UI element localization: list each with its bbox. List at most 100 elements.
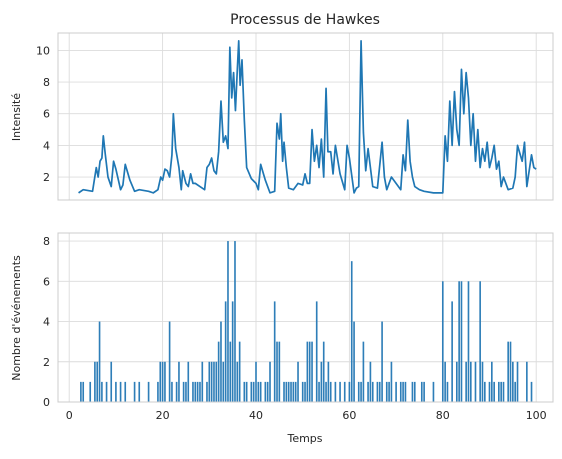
bar xyxy=(255,361,257,402)
bar xyxy=(105,381,108,402)
bar xyxy=(259,381,262,402)
bar xyxy=(530,381,533,402)
bar xyxy=(278,341,281,402)
bar xyxy=(516,361,519,402)
bar xyxy=(420,381,423,402)
bar xyxy=(467,281,470,402)
bar xyxy=(89,381,92,402)
bar xyxy=(201,361,204,402)
bar xyxy=(385,381,388,402)
bar xyxy=(292,381,295,402)
x-tick-label: 80 xyxy=(436,409,450,422)
bar xyxy=(294,381,297,402)
bar xyxy=(500,381,502,402)
bar xyxy=(481,361,484,402)
bar xyxy=(175,381,178,402)
bar xyxy=(444,361,446,402)
bar xyxy=(493,381,495,402)
bar xyxy=(390,361,393,402)
bar xyxy=(257,381,260,402)
bar xyxy=(308,341,311,402)
bar xyxy=(133,381,136,402)
bar xyxy=(367,381,369,402)
bar xyxy=(110,361,113,402)
x-tick-label: 40 xyxy=(249,409,263,422)
bar xyxy=(343,381,346,402)
bar xyxy=(315,301,318,402)
bar xyxy=(192,381,194,402)
bar xyxy=(264,381,267,402)
x-tick-label: 0 xyxy=(66,409,73,422)
bar xyxy=(187,361,190,402)
bar xyxy=(98,321,101,402)
bar xyxy=(304,381,306,402)
bar xyxy=(318,381,320,402)
bar xyxy=(526,361,528,402)
bar xyxy=(147,381,150,402)
bar xyxy=(297,361,299,402)
y-tick-label: 0 xyxy=(43,396,50,409)
bar xyxy=(182,381,185,402)
bar xyxy=(451,301,453,402)
bar xyxy=(161,361,164,402)
bar xyxy=(206,381,208,402)
y-tick-label: 8 xyxy=(43,235,50,248)
bar xyxy=(285,381,288,402)
bar xyxy=(404,381,407,402)
bar xyxy=(287,381,290,402)
bar xyxy=(360,381,362,402)
bar xyxy=(378,381,381,402)
bar xyxy=(217,341,220,402)
bar xyxy=(320,361,323,402)
bar xyxy=(491,361,493,402)
bar xyxy=(509,341,512,402)
bar xyxy=(164,361,166,402)
bar xyxy=(325,381,327,402)
bar xyxy=(168,321,171,402)
bar xyxy=(290,381,292,402)
bar xyxy=(306,341,309,402)
bar xyxy=(350,261,353,402)
bar xyxy=(381,321,383,402)
bar xyxy=(215,361,218,402)
bar xyxy=(199,381,201,402)
bar xyxy=(327,361,330,402)
bar xyxy=(96,361,99,402)
bar xyxy=(101,381,103,402)
bar xyxy=(250,381,253,402)
bar xyxy=(353,321,355,402)
bar xyxy=(334,381,337,402)
y-tick-label: 8 xyxy=(43,76,50,89)
bar xyxy=(488,381,491,402)
bar xyxy=(222,361,225,402)
bar xyxy=(348,381,351,402)
bar xyxy=(498,381,500,402)
bar xyxy=(388,381,390,402)
bar xyxy=(411,381,414,402)
bar xyxy=(460,281,463,402)
bar xyxy=(423,381,425,402)
bar xyxy=(236,361,239,402)
bar xyxy=(413,381,416,402)
y-tick-label: 6 xyxy=(43,275,50,288)
bar xyxy=(194,381,197,402)
bar xyxy=(213,361,215,402)
bar xyxy=(266,381,269,402)
bar xyxy=(514,381,516,402)
bar xyxy=(80,381,82,402)
bar xyxy=(82,381,85,402)
bar xyxy=(357,381,360,402)
y-tick-label: 4 xyxy=(43,316,50,329)
bar xyxy=(371,381,374,402)
bar xyxy=(507,341,509,402)
bar xyxy=(395,381,397,402)
y-tick-label: 4 xyxy=(43,139,50,152)
bar xyxy=(446,381,449,402)
bar xyxy=(159,361,162,402)
bar xyxy=(469,361,472,402)
y-tick-label: 2 xyxy=(43,356,50,369)
data-line xyxy=(78,40,537,194)
y-tick-label: 10 xyxy=(36,44,50,57)
